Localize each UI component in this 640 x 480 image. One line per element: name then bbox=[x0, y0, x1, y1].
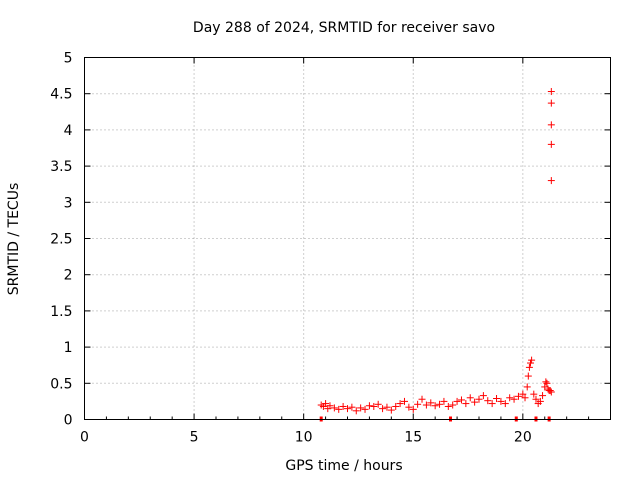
data-point bbox=[326, 402, 334, 410]
data-point bbox=[530, 390, 538, 398]
tick-layer: 0 0.5 1 1.5 2 2.5 3 3.5 4 4.5 5 0 5 10 15 20 bbox=[50, 51, 611, 446]
data-point bbox=[396, 400, 404, 408]
data-points bbox=[317, 88, 555, 422]
chart-title: Day 288 of 2024, SRMTID for receiver sav… bbox=[193, 20, 495, 36]
data-point bbox=[523, 383, 531, 391]
y-tick-label: 0.5 bbox=[50, 376, 72, 392]
data-point bbox=[400, 397, 408, 405]
data-point bbox=[422, 401, 430, 409]
data-point bbox=[479, 392, 487, 400]
data-point bbox=[547, 388, 555, 396]
data-point bbox=[543, 379, 551, 387]
y-tick-label: 0 bbox=[64, 413, 73, 429]
data-point bbox=[462, 400, 470, 408]
data-point bbox=[335, 405, 343, 413]
data-point bbox=[418, 395, 426, 403]
data-point bbox=[514, 392, 522, 400]
data-point bbox=[546, 387, 554, 395]
data-point bbox=[357, 404, 365, 412]
x-axis-label: GPS time / hours bbox=[285, 458, 402, 474]
data-point bbox=[536, 397, 544, 405]
y-axis-label: SRMTID / TECUs bbox=[6, 183, 22, 296]
data-point bbox=[330, 404, 338, 412]
data-point bbox=[488, 400, 496, 408]
data-point bbox=[392, 402, 400, 410]
data-point bbox=[466, 394, 474, 402]
data-point bbox=[497, 397, 505, 405]
data-point bbox=[501, 400, 509, 408]
data-point bbox=[409, 405, 417, 413]
data-point bbox=[547, 99, 555, 107]
data-point bbox=[524, 372, 532, 380]
y-tick-label: 3 bbox=[64, 195, 73, 211]
data-point bbox=[374, 400, 382, 408]
data-point bbox=[322, 400, 330, 408]
data-point bbox=[427, 399, 435, 407]
data-point bbox=[379, 405, 387, 413]
y-tick-label: 4.5 bbox=[50, 87, 72, 103]
data-point bbox=[527, 359, 535, 367]
data-point bbox=[542, 378, 550, 386]
data-point bbox=[547, 140, 555, 148]
data-point bbox=[365, 402, 373, 410]
data-point bbox=[510, 395, 518, 403]
y-tick-label: 1 bbox=[64, 340, 73, 356]
data-point bbox=[525, 363, 533, 371]
plot-frame bbox=[84, 57, 611, 420]
x-tick-label: 0 bbox=[80, 430, 89, 446]
data-point bbox=[547, 177, 555, 185]
data-point bbox=[493, 395, 501, 403]
y-tick-label: 4 bbox=[64, 123, 73, 139]
data-point bbox=[383, 403, 391, 411]
data-point bbox=[471, 398, 479, 406]
x-tick-label: 20 bbox=[514, 430, 532, 446]
y-tick-label: 1.5 bbox=[50, 304, 72, 320]
data-point bbox=[521, 394, 529, 402]
data-point bbox=[344, 405, 351, 413]
data-point bbox=[387, 406, 395, 414]
data-point bbox=[539, 392, 547, 400]
y-tick-label: 2 bbox=[64, 268, 73, 284]
data-point bbox=[532, 395, 540, 403]
data-point bbox=[449, 401, 457, 409]
x-tick-label: 15 bbox=[404, 430, 422, 446]
data-point bbox=[519, 390, 527, 398]
x-tick-label: 5 bbox=[190, 430, 199, 446]
data-point bbox=[348, 403, 356, 411]
data-point bbox=[475, 395, 483, 403]
data-point bbox=[436, 400, 444, 408]
y-tick-label: 2.5 bbox=[50, 232, 72, 248]
x-tick-label: 10 bbox=[295, 430, 313, 446]
data-point bbox=[405, 403, 413, 411]
data-point bbox=[506, 394, 514, 402]
data-point bbox=[361, 405, 369, 413]
data-point bbox=[484, 397, 492, 405]
data-point bbox=[440, 397, 448, 405]
data-point bbox=[457, 396, 465, 404]
data-point bbox=[444, 402, 452, 410]
y-tick-label: 3.5 bbox=[50, 159, 72, 175]
data-point bbox=[431, 402, 439, 410]
data-point bbox=[414, 400, 422, 408]
data-point bbox=[528, 356, 536, 364]
y-tick-label: 5 bbox=[64, 51, 73, 67]
grid-layer bbox=[84, 57, 611, 420]
data-point bbox=[339, 402, 347, 410]
data-point bbox=[352, 407, 360, 415]
data-point bbox=[370, 402, 378, 410]
data-point bbox=[547, 121, 555, 129]
data-point bbox=[453, 397, 461, 405]
data-point bbox=[547, 88, 555, 96]
